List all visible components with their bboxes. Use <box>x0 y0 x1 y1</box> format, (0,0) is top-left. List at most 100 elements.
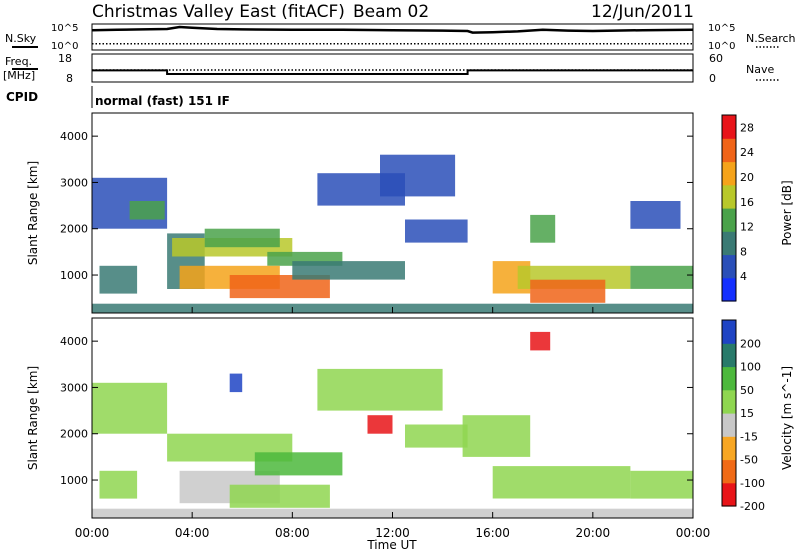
velocity-region-11 <box>462 415 531 457</box>
power-colorbar-tick: 8 <box>740 245 747 258</box>
x-tick-label: 00:00 <box>75 526 110 540</box>
power-colorbar-swatch <box>722 231 736 256</box>
velocity-colorbar-frame <box>721 319 737 507</box>
power-region-6 <box>204 228 280 248</box>
velocity-region-2 <box>92 382 168 434</box>
power-region-1 <box>99 265 138 294</box>
power-colorbar-tick: 16 <box>740 196 754 209</box>
nave-label: Nave <box>746 63 774 76</box>
velocity-colorbar-swatch <box>722 459 736 484</box>
power-colorbar-tick: 24 <box>740 146 754 159</box>
power-colorbar-swatch <box>722 184 736 209</box>
power-colorbar-swatch <box>722 277 736 302</box>
x-tick-label: 00:00 <box>676 526 711 540</box>
velocity-colorbar-swatch <box>722 436 736 461</box>
date-label: 12/Jun/2011 <box>591 2 694 22</box>
power-colorbar-swatch <box>722 161 736 186</box>
noise-strip: N.Sky 10^5 10^0 10^5 10^0 N.Search <box>5 23 796 52</box>
velocity-colorbar: 200 100 50 15 -15 -50 -100 -200 <box>721 319 765 513</box>
velocity-heatmap <box>92 331 693 518</box>
velocity-colorbar-swatch <box>722 366 736 391</box>
power-region-18 <box>630 265 693 289</box>
power-region-16 <box>530 279 606 303</box>
power-colorbar-swatch <box>722 138 736 163</box>
power-region-19 <box>630 201 681 229</box>
velocity-colorbar-tick: 100 <box>740 361 761 374</box>
velocity-region-8 <box>405 424 468 448</box>
power-heatmap <box>92 154 693 313</box>
velocity-colorbar-tick: -15 <box>740 430 758 443</box>
nsearch-tick-high: 10^5 <box>708 23 735 34</box>
velocity-colorbar-tick: -200 <box>740 500 765 513</box>
velocity-colorbar-tick: -50 <box>740 454 758 467</box>
frequency-strip: Freq. [MHz] 18 8 60 0 Nave <box>3 52 780 85</box>
velocity-region-10 <box>630 470 693 499</box>
x-tick-label: 12:00 <box>375 526 410 540</box>
nave-tick-low: 0 <box>709 72 716 85</box>
velocity-region-13 <box>530 331 551 351</box>
power-colorbar-tick: 28 <box>740 121 754 134</box>
power-colorbar-swatch <box>722 254 736 279</box>
velocity-ytick-label: 4000 <box>60 335 88 348</box>
power-y-axis-label: Slant Range [km] <box>26 161 40 265</box>
power-ytick-label: 2000 <box>60 223 88 236</box>
freq-tick-low: 8 <box>66 72 73 85</box>
power-ytick-label: 3000 <box>60 176 88 189</box>
power-ytick-label: 4000 <box>60 130 88 143</box>
station-title: Christmas Valley East (fitACF) <box>92 2 345 22</box>
velocity-colorbar-label: Velocity [m s^-1] <box>780 366 794 470</box>
cpid-label: CPID <box>6 90 38 104</box>
x-axis-tick-labels: 00:00 04:00 08:00 12:00 16:00 20:00 00:00 <box>75 526 711 540</box>
velocity-panel: 1000 2000 3000 4000 Slant Range [km] 200 100… <box>26 317 794 519</box>
velocity-colorbar-swatch <box>722 482 736 507</box>
velocity-colorbar-tick: 50 <box>740 384 754 397</box>
power-panel: 1000 2000 3000 4000 Slant Range [km] 4 8 12 16… <box>26 112 794 314</box>
power-colorbar-label: Power [dB] <box>780 180 794 245</box>
nsearch-label: N.Search <box>746 32 796 45</box>
velocity-ytick-label: 1000 <box>60 474 88 487</box>
power-colorbar: 4 8 12 16 20 24 28 <box>721 114 754 302</box>
x-tick-label: 08:00 <box>275 526 310 540</box>
velocity-axis-ticks: 1000 2000 3000 4000 <box>60 335 694 518</box>
power-region-9 <box>229 275 330 299</box>
velocity-ytick-label: 2000 <box>60 428 88 441</box>
velocity-colorbar-tick: -100 <box>740 477 765 490</box>
beam-label: Beam 02 <box>353 2 429 22</box>
velocity-colorbar-swatch <box>722 413 736 437</box>
freq-label: Freq. <box>5 55 32 68</box>
x-tick-label: 16:00 <box>475 526 510 540</box>
power-colorbar-frame <box>721 114 737 302</box>
freq-unit: [MHz] <box>3 69 35 82</box>
power-region-12 <box>380 154 456 197</box>
power-ytick-label: 1000 <box>60 269 88 282</box>
velocity-region-5 <box>254 452 343 476</box>
velocity-colorbar-tick: 200 <box>740 337 761 350</box>
velocity-region-7 <box>317 368 443 411</box>
power-colorbar-tick: 12 <box>740 221 754 234</box>
nsearch-tick-low: 10^0 <box>708 41 735 52</box>
velocity-region-9 <box>492 466 631 499</box>
nave-tick-high: 60 <box>709 52 723 65</box>
mode-label: normal (fast) 151 IF <box>95 94 230 108</box>
velocity-ytick-label: 3000 <box>60 381 88 394</box>
velocity-region-1 <box>99 470 138 499</box>
x-axis-label: Time UT <box>366 538 417 552</box>
power-colorbar-tick: 20 <box>740 171 754 184</box>
power-colorbar-swatch <box>722 115 736 139</box>
nsky-tick-low: 10^0 <box>51 41 78 52</box>
nsky-tick-high: 10^5 <box>51 23 78 34</box>
velocity-region-14 <box>229 373 243 393</box>
velocity-region-12 <box>367 415 393 434</box>
power-colorbar-tick: 4 <box>740 270 747 283</box>
power-region-10 <box>292 261 405 280</box>
power-region-13 <box>405 219 468 243</box>
velocity-colorbar-swatch <box>722 320 736 344</box>
velocity-y-axis-label: Slant Range [km] <box>26 366 40 470</box>
power-region-3 <box>129 201 165 220</box>
power-region-17 <box>530 214 556 243</box>
nsky-series <box>91 25 694 34</box>
velocity-colorbar-swatch <box>722 389 736 414</box>
nsky-label: N.Sky <box>5 32 37 45</box>
power-axis-ticks: 1000 2000 3000 4000 <box>60 130 694 313</box>
